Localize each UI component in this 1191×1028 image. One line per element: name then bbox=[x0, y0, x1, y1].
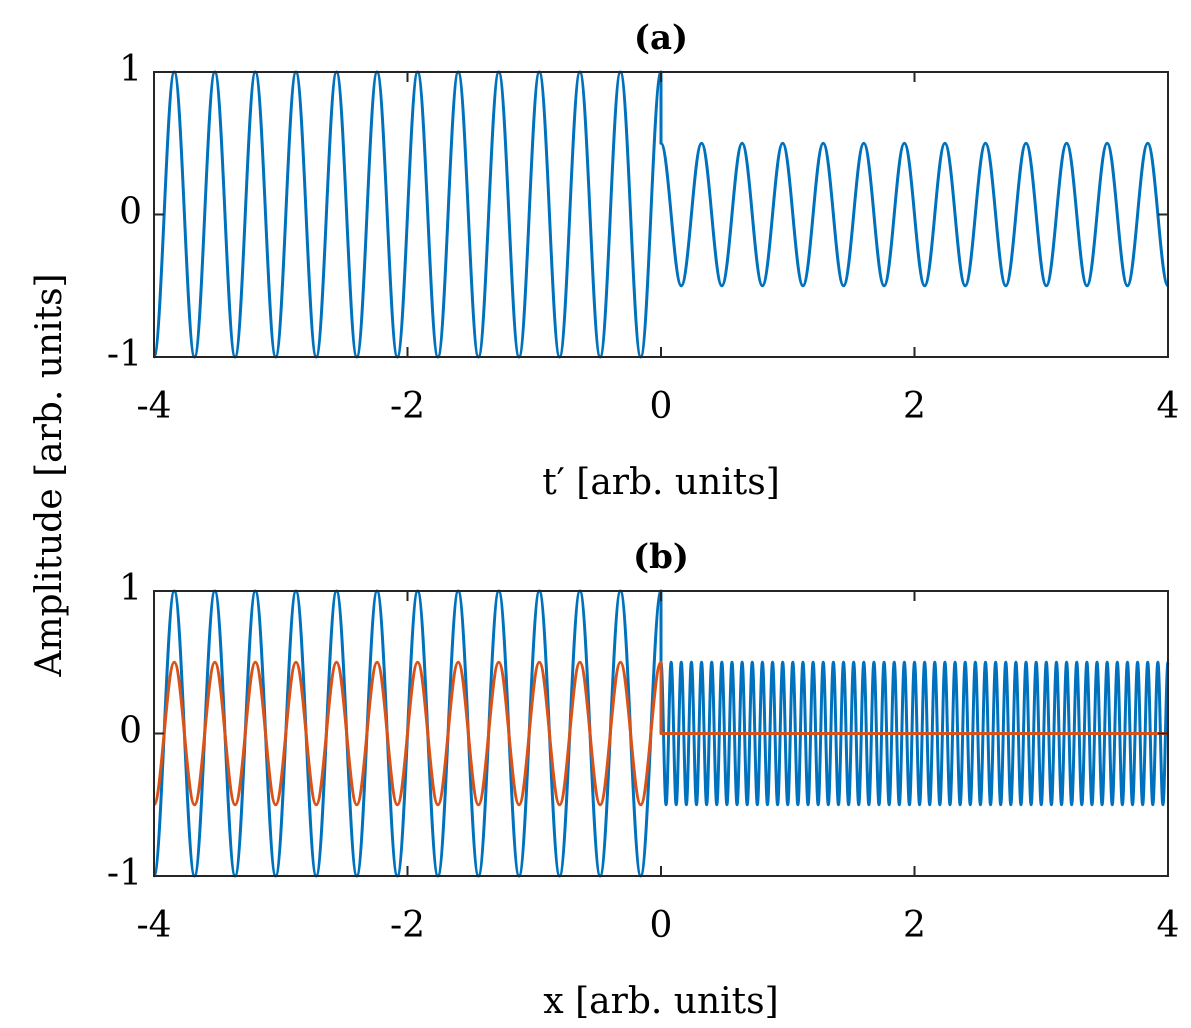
chart-title: (b) bbox=[633, 537, 689, 577]
data-line bbox=[152, 70, 1170, 359]
x-tick-label: -2 bbox=[390, 386, 425, 427]
x-tick-label: 0 bbox=[650, 386, 673, 427]
x-axis-label: t′ [arb. units] bbox=[542, 462, 780, 503]
chart-title: (a) bbox=[634, 18, 688, 58]
x-tick-label: 2 bbox=[903, 386, 926, 427]
x-tick-label: -2 bbox=[390, 905, 425, 946]
y-tick-label: 1 bbox=[119, 568, 142, 609]
y-tick-label: 0 bbox=[119, 192, 142, 233]
x-tick-label: 0 bbox=[650, 905, 673, 946]
y-tick-label: -1 bbox=[107, 334, 142, 375]
y-axis-label: Amplitude [arb. units] bbox=[29, 273, 70, 677]
x-axis-label: x [arb. units] bbox=[543, 981, 778, 1022]
y-tick-label: 0 bbox=[119, 711, 142, 752]
x-tick-label: 4 bbox=[1157, 905, 1180, 946]
y-tick-label: -1 bbox=[107, 853, 142, 894]
data-line bbox=[152, 589, 1170, 878]
x-tick-label: 4 bbox=[1157, 386, 1180, 427]
x-tick-label: -4 bbox=[136, 386, 171, 427]
x-tick-label: -4 bbox=[136, 905, 171, 946]
x-tick-label: 2 bbox=[903, 905, 926, 946]
y-tick-label: 1 bbox=[119, 49, 142, 90]
data-line bbox=[152, 660, 1168, 807]
